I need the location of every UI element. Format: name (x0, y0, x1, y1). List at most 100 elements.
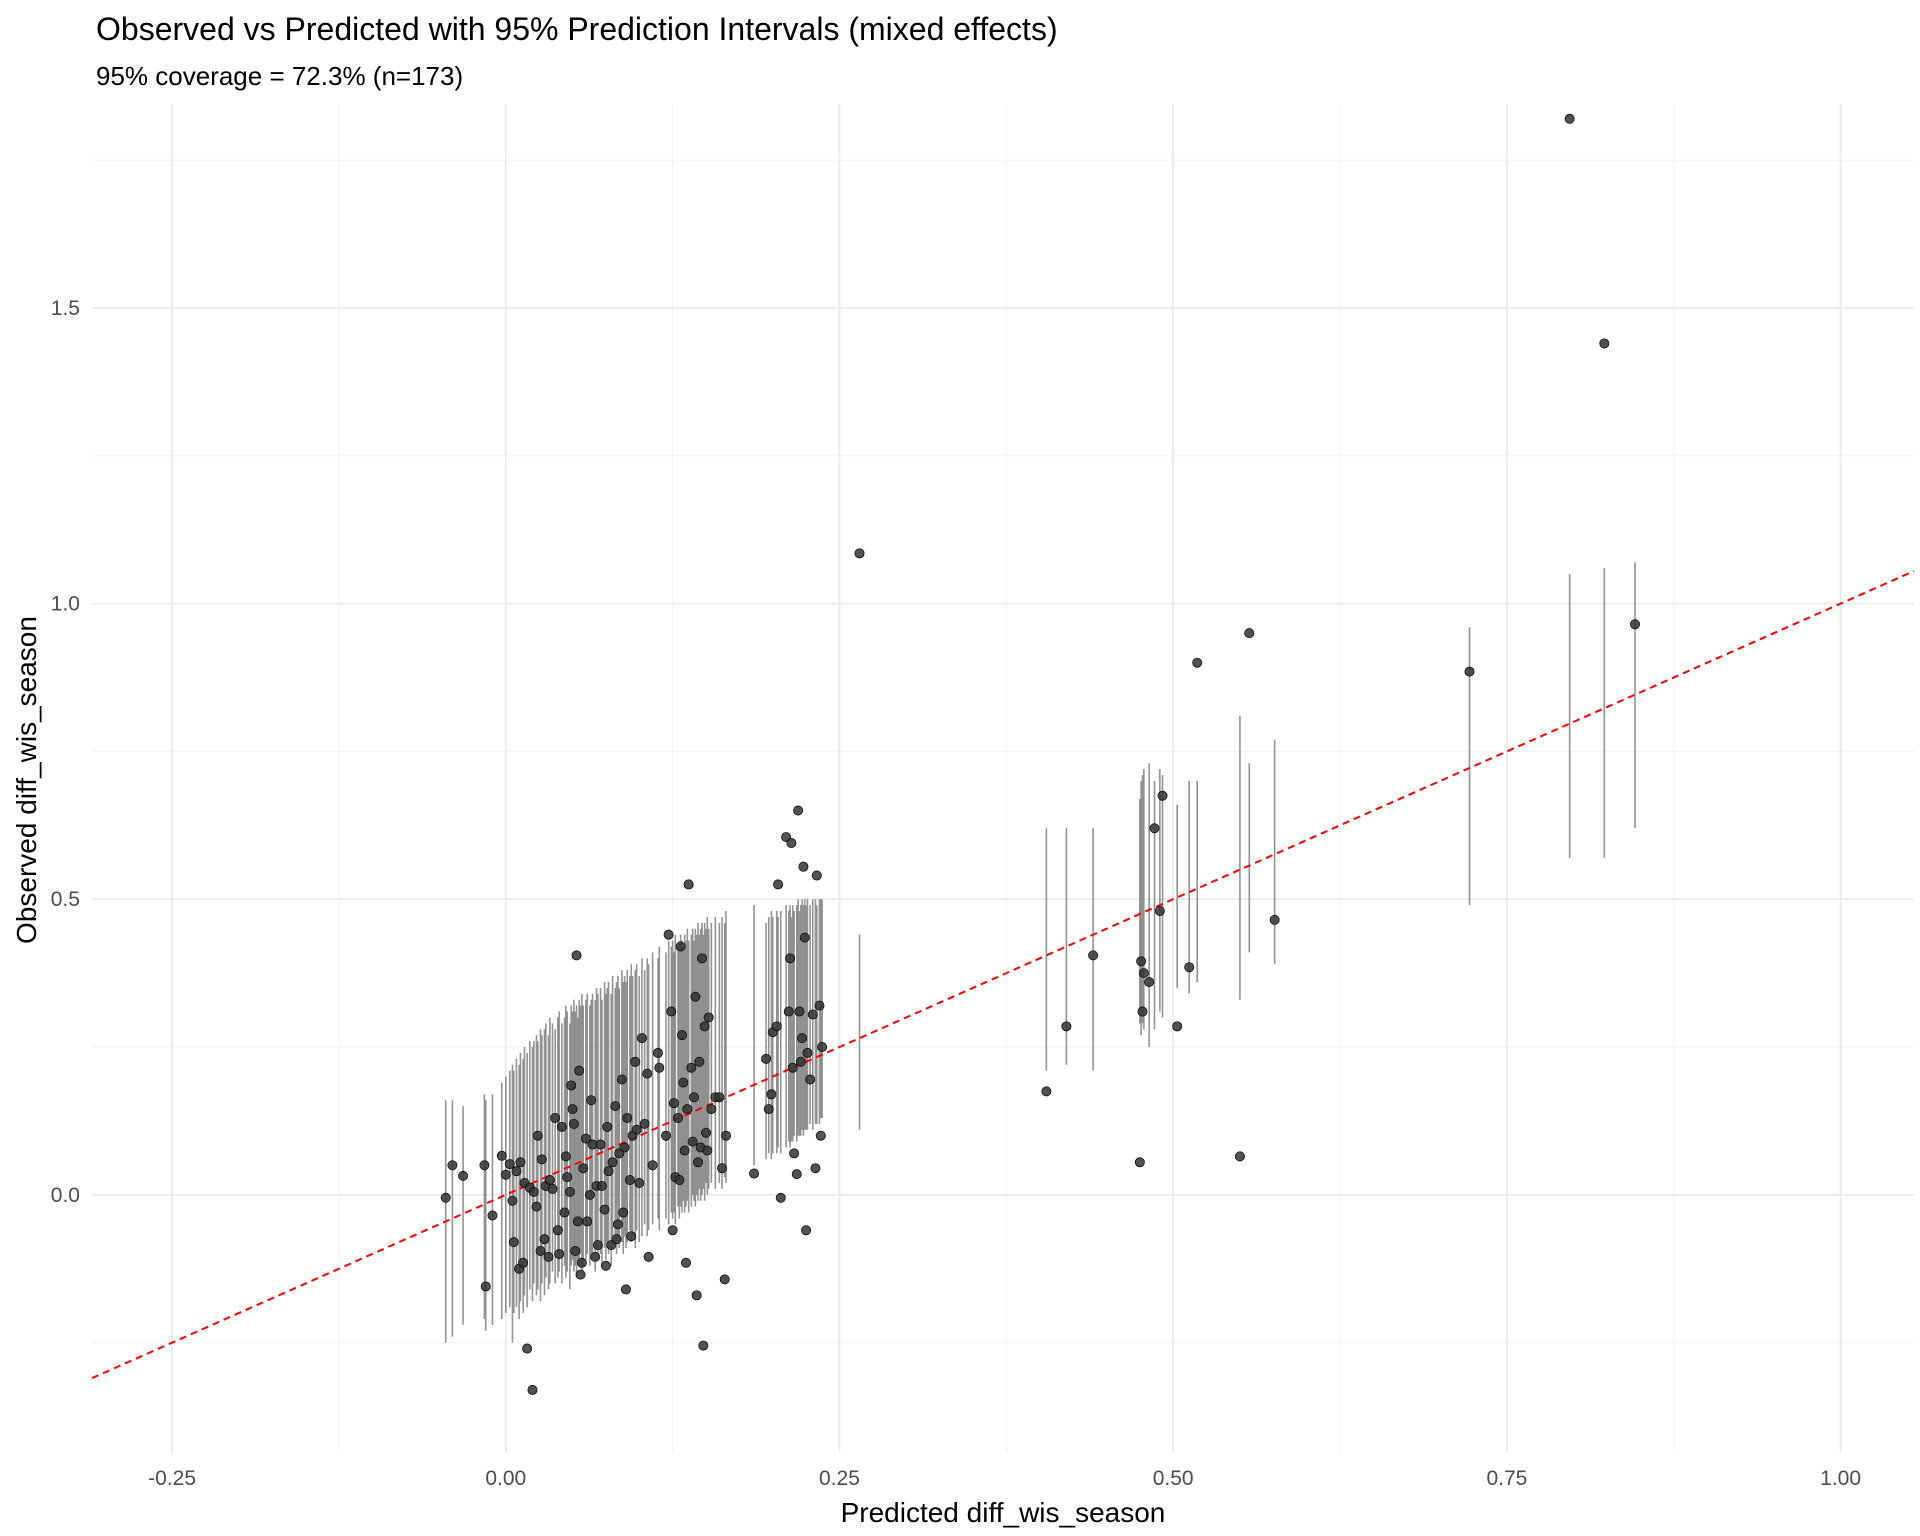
data-point (582, 1216, 593, 1227)
data-point (544, 1175, 555, 1186)
data-point (811, 870, 822, 881)
x-tick-label: 0.75 (1486, 1467, 1527, 1490)
data-point (688, 1092, 699, 1103)
x-axis-title: Predicted diff_wis_season (841, 1497, 1166, 1528)
data-point (694, 1056, 705, 1067)
data-point (1061, 1021, 1072, 1032)
data-point (518, 1257, 529, 1268)
data-point (496, 1150, 507, 1161)
data-point (1244, 628, 1255, 639)
data-point (556, 1121, 567, 1132)
data-point (706, 1104, 717, 1115)
data-point (1630, 619, 1641, 630)
data-point (1184, 962, 1195, 973)
data-point (531, 1201, 542, 1212)
data-point (675, 941, 686, 952)
data-point (1464, 666, 1475, 677)
data-point (749, 1168, 760, 1179)
data-point (564, 1186, 575, 1197)
data-point (771, 1021, 782, 1032)
data-point (810, 1163, 821, 1174)
data-point (539, 1234, 550, 1245)
data-point (543, 1251, 554, 1262)
data-point (1599, 338, 1610, 349)
data-point (479, 1160, 490, 1171)
data-point (586, 1095, 597, 1106)
y-axis-title: Observed diff_wis_season (11, 616, 42, 944)
data-point (667, 1225, 678, 1236)
data-point (487, 1210, 498, 1221)
data-point (786, 838, 797, 849)
data-point (580, 1133, 591, 1144)
data-point (570, 1245, 581, 1256)
data-point (854, 548, 865, 559)
data-point (566, 1080, 577, 1091)
data-point (567, 1104, 578, 1115)
data-point (674, 1175, 685, 1186)
data-point (775, 1192, 786, 1203)
x-tick-label: 0.25 (819, 1467, 860, 1490)
data-point (480, 1281, 491, 1292)
x-tick-label: -0.25 (148, 1467, 196, 1490)
data-point (643, 1251, 654, 1262)
data-point (672, 1112, 683, 1123)
data-point (578, 1163, 589, 1174)
data-point (805, 1074, 816, 1085)
data-point (1136, 956, 1147, 967)
data-point (611, 1234, 622, 1245)
data-point (603, 1166, 614, 1177)
data-point (714, 1092, 725, 1103)
data-point (766, 1089, 777, 1100)
data-point (783, 1006, 794, 1017)
data-point (761, 1053, 772, 1064)
data-point (620, 1284, 631, 1295)
data-point (592, 1240, 603, 1251)
data-point (504, 1159, 515, 1170)
data-point (527, 1384, 538, 1395)
data-point (817, 1042, 828, 1053)
prediction-intervals (444, 562, 1636, 1343)
data-point (515, 1157, 526, 1168)
data-point (595, 1139, 606, 1150)
data-point (666, 1006, 677, 1017)
data-point (793, 805, 804, 816)
data-point (680, 1257, 691, 1268)
data-point (679, 1145, 690, 1156)
data-point (797, 1033, 808, 1044)
data-point (560, 1151, 571, 1162)
data-point (802, 1047, 813, 1058)
data-point (559, 1207, 570, 1218)
data-point (612, 1219, 623, 1230)
data-point (1138, 968, 1149, 979)
data-point (668, 1098, 679, 1109)
data-points (440, 113, 1641, 1395)
data-point (619, 1142, 630, 1153)
data-point (1172, 1021, 1183, 1032)
data-point (690, 991, 701, 1002)
data-point (1157, 790, 1168, 801)
data-point (703, 1012, 714, 1023)
data-point (701, 1127, 712, 1138)
data-point (626, 1231, 637, 1242)
data-point (719, 1274, 730, 1285)
data-point (536, 1154, 547, 1165)
data-point (654, 1062, 665, 1073)
data-point (717, 1163, 728, 1174)
data-point (447, 1160, 458, 1171)
data-point (562, 1172, 573, 1183)
data-point (576, 1257, 587, 1268)
data-point (584, 1189, 595, 1200)
data-point (721, 1130, 732, 1141)
data-point (794, 1006, 805, 1017)
data-point (697, 953, 708, 964)
data-point (798, 861, 809, 872)
data-point (571, 950, 582, 961)
y-axis-ticks: 0.0 0.5 1.0 1.5 (51, 297, 80, 1207)
data-point (599, 1204, 610, 1215)
data-point (590, 1251, 601, 1262)
data-point (639, 1118, 650, 1129)
data-point (622, 1112, 633, 1123)
data-point (691, 1290, 702, 1301)
